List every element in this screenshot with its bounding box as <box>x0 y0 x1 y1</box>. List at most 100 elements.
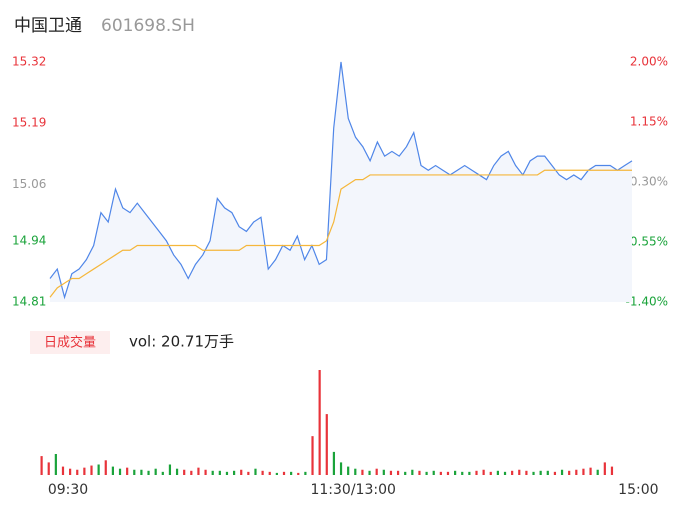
volume-bar <box>446 471 450 475</box>
volume-bar <box>318 370 321 475</box>
volume-bar <box>268 471 271 475</box>
y2-tick-label: -0.55% <box>626 235 668 249</box>
volume-bar <box>496 470 499 475</box>
volume-bar <box>90 465 93 475</box>
volume-bar <box>610 466 614 475</box>
y-tick-label: 15.06 <box>12 177 46 191</box>
volume-bar <box>589 467 592 475</box>
volume-bar <box>304 471 307 475</box>
volume-bar <box>104 460 107 475</box>
y2-tick-label: 2.00% <box>630 55 668 69</box>
volume-bar <box>61 466 65 475</box>
volume-bar <box>240 469 243 475</box>
x-tick-label: 15:00 <box>618 482 658 498</box>
price-area <box>50 62 632 302</box>
volume-bar <box>546 470 549 475</box>
stock-name: 中国卫通 <box>14 16 82 36</box>
volume-bar <box>503 471 507 475</box>
volume-bar <box>183 469 186 475</box>
volume-bar <box>40 456 43 475</box>
volume-bar <box>282 471 286 475</box>
volume-bar <box>126 467 129 475</box>
volume-bar <box>596 469 599 475</box>
y2-tick-label: 1.15% <box>630 115 668 129</box>
volume-bar <box>204 469 207 475</box>
volume-bar <box>347 466 350 475</box>
volume-bar <box>197 467 200 475</box>
volume-bar <box>404 471 407 475</box>
volume-bar <box>225 471 229 475</box>
volume-bar <box>396 470 400 475</box>
volume-bar <box>489 471 492 475</box>
volume-bar <box>218 470 221 475</box>
volume-bar <box>339 462 343 475</box>
y2-tick-label: 0.30% <box>630 175 668 189</box>
volume-bar <box>539 470 542 475</box>
volume-bar <box>133 469 136 475</box>
volume-bar <box>560 469 564 475</box>
volume-bar <box>361 469 364 475</box>
y-tick-label: 14.81 <box>12 295 46 309</box>
volume-bar <box>254 468 257 475</box>
volume-bar <box>261 470 264 475</box>
volume-bar <box>575 469 578 475</box>
volume-bar <box>154 468 157 475</box>
volume-bar <box>553 471 557 475</box>
volume-bar <box>190 470 193 475</box>
volume-bar <box>439 471 442 475</box>
volume-bar <box>511 470 514 475</box>
volume-bar <box>354 468 357 475</box>
volume-bar <box>76 469 79 475</box>
volume-bar <box>425 471 428 475</box>
legend-bg <box>30 331 110 354</box>
y-tick-label: 15.32 <box>12 55 46 69</box>
y-tick-label: 14.94 <box>12 233 46 247</box>
volume-bar <box>325 414 328 475</box>
volume-bar <box>418 470 421 475</box>
volume-bar <box>389 470 393 475</box>
volume-bar <box>69 468 72 475</box>
volume-bar <box>275 472 278 475</box>
volume-bar <box>83 467 86 475</box>
volume-bar <box>175 468 179 475</box>
volume-legend: 日成交量 <box>44 335 96 351</box>
volume-bar <box>297 472 300 475</box>
volume-bar <box>532 471 535 475</box>
volume-bar <box>518 469 521 475</box>
volume-bar <box>161 471 164 475</box>
volume-bar <box>468 471 471 475</box>
volume-bar <box>311 436 314 475</box>
volume-bar <box>568 470 571 475</box>
volume-bar <box>140 469 143 475</box>
volume-bar <box>290 471 293 475</box>
volume-bar <box>475 470 478 475</box>
volume-bar <box>232 470 236 475</box>
y-tick-label: 15.19 <box>12 116 46 130</box>
volume-bar <box>147 470 150 475</box>
volume-bar <box>482 469 485 475</box>
volume-bar <box>247 471 250 475</box>
series-line <box>49 61 633 300</box>
volume-bar <box>525 470 528 475</box>
volume-bar <box>603 462 606 475</box>
volume-bar <box>168 464 172 475</box>
volume-bar <box>375 468 378 475</box>
volume-total: vol: 20.71万手 <box>129 333 234 351</box>
x-tick-label: 11:30/13:00 <box>310 482 395 498</box>
volume-bar <box>382 469 385 475</box>
volume-bar <box>454 470 457 475</box>
volume-bar <box>368 470 371 475</box>
stock-code: 601698.SH <box>101 16 195 36</box>
volume-bar <box>432 470 435 475</box>
volume-bar <box>582 468 585 475</box>
volume-bar <box>411 469 414 475</box>
y2-tick-label: -1.40% <box>626 295 668 309</box>
volume-bar <box>332 451 336 475</box>
volume-bar <box>47 462 50 475</box>
volume-bar <box>461 471 464 475</box>
volume-bar <box>211 470 214 475</box>
x-tick-label: 09:30 <box>48 482 88 498</box>
series-line <box>49 169 632 298</box>
volume-bar <box>97 464 100 475</box>
